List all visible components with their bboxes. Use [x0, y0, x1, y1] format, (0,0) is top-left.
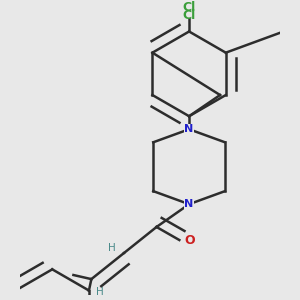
- Text: O: O: [184, 233, 195, 247]
- Text: N: N: [184, 124, 194, 134]
- Text: Cl: Cl: [182, 9, 196, 22]
- Text: H: H: [96, 287, 104, 297]
- Text: N: N: [184, 199, 194, 209]
- Text: Cl: Cl: [182, 1, 196, 13]
- Text: H: H: [108, 243, 116, 253]
